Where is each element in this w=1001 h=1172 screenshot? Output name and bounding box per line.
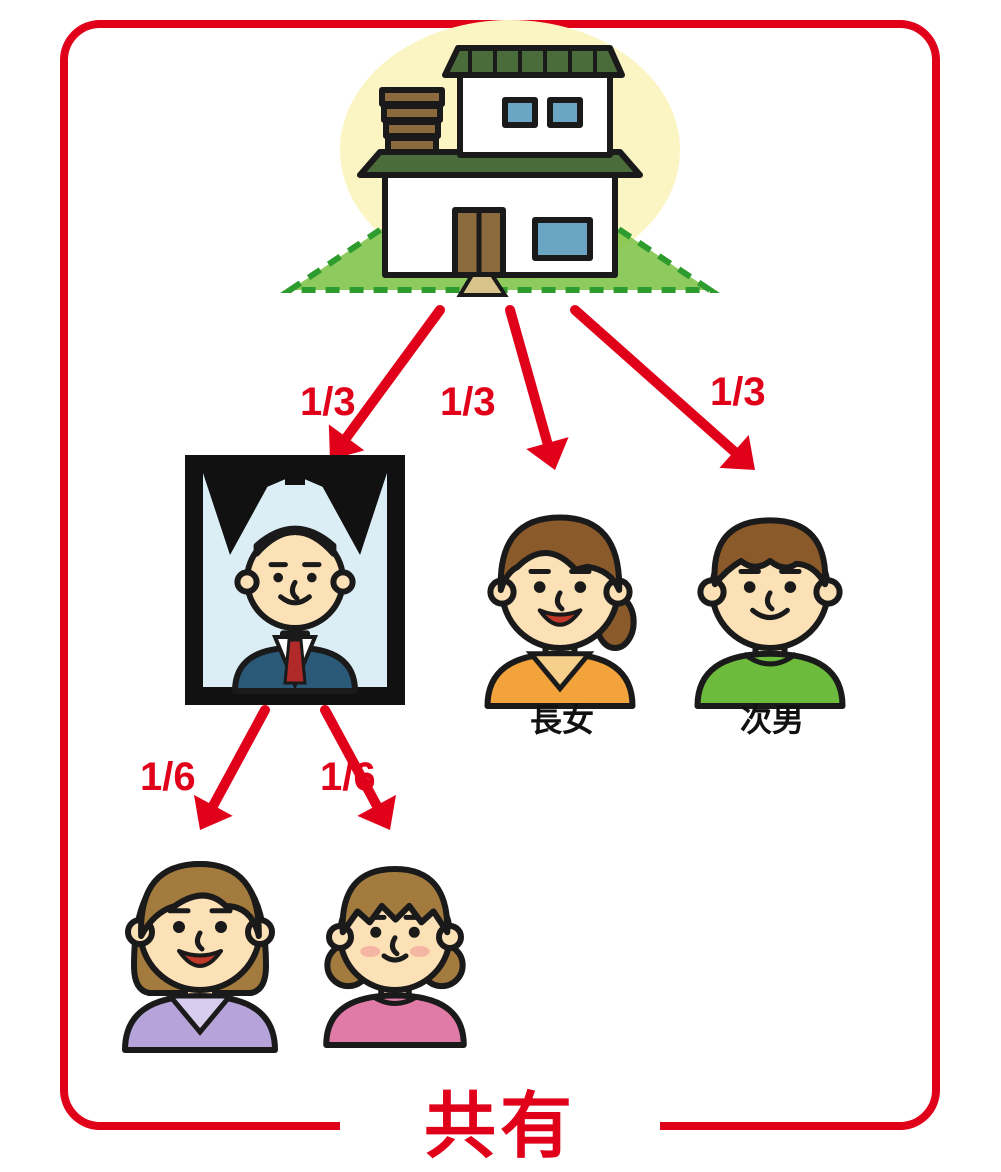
share-label: 1/3: [300, 380, 356, 425]
diagram-canvas: 共有 1/3 1/3 1/3 1/6 1/6 長女 次男: [0, 0, 1001, 1165]
frame: 共有: [60, 20, 940, 1130]
share-label: 1/3: [440, 380, 496, 425]
share-label: 1/3: [710, 370, 766, 415]
person-label-dau1: 長女: [530, 695, 594, 741]
title: 共有: [424, 1067, 576, 1172]
person-label-son2: 次男: [740, 695, 804, 741]
share-label: 1/6: [140, 755, 196, 800]
share-label: 1/6: [320, 755, 376, 800]
